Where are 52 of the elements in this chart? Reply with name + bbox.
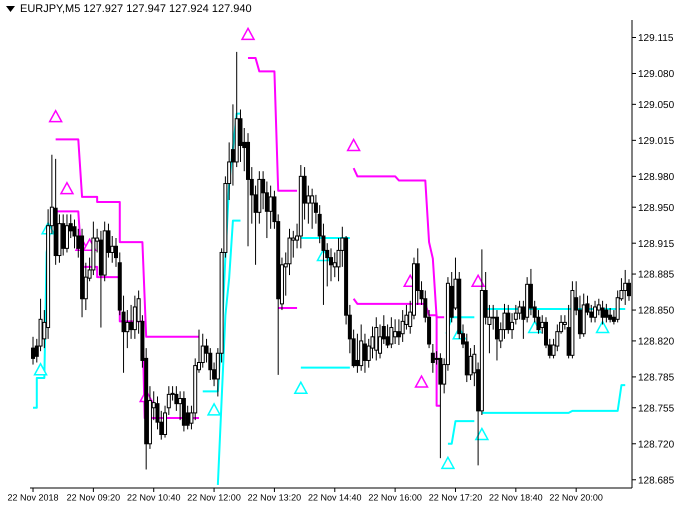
candlestick [332,252,337,278]
candlestick [593,300,598,323]
candlestick [393,318,398,344]
x-tick-label: 22 Nov 10:40 [126,492,180,502]
x-tick-label: 22 Nov 16:00 [368,492,422,502]
y-tick-label: 128.685 [638,475,675,486]
y-tick-label: 128.980 [638,172,675,183]
y-tick-label: 128.720 [638,439,675,450]
point [346,138,360,152]
candlestick [604,303,608,323]
candlestick [31,336,36,366]
y-tick-label: 128.755 [638,403,675,414]
x-tick-label: 22 Nov 2018 [7,492,59,502]
y-tick-label: 128.915 [638,238,675,250]
y-tick-label: 128.850 [638,306,675,317]
point [475,428,489,440]
candlestick [374,316,378,361]
y-tick-label: 128.950 [638,202,675,214]
x-tick-label: 22 Nov 09:20 [66,492,120,502]
candlestick [268,185,273,230]
y-tick-label: 128.885 [638,270,675,281]
point [241,28,255,40]
chart-title: EURJPY,M5 127.927 127.947 127.924 127.940 [20,3,252,15]
candlestick [389,316,394,349]
x-tick-label: 22 Nov 20:00 [549,492,603,502]
candlestick [64,214,69,253]
x-tick-label: 22 Nov 14:40 [308,492,362,502]
y-tick-label: 128.820 [638,336,675,348]
point [48,110,62,122]
y-tick-label: 128.785 [638,372,675,384]
candlestick [608,308,612,323]
point [294,381,308,394]
y-tick-label: 129.080 [638,69,675,80]
point [207,403,221,416]
x-tick-label: 22 Nov 17:20 [428,492,482,502]
candlestick [600,300,605,325]
point [414,375,428,388]
candlestick [129,304,134,340]
point [34,362,48,376]
x-tick-label: 22 Nov 13:20 [248,492,302,502]
candlestick [310,188,314,230]
point [60,182,74,194]
point [596,320,610,334]
point [471,274,485,288]
candlestick [623,269,628,306]
point [441,456,455,470]
y-tick-label: 129.015 [638,136,675,147]
y-tick-label: 129.050 [638,100,675,111]
x-tick-label: 22 Nov 12:00 [187,492,241,502]
candlestick [362,333,367,374]
x-tick-label: 22 Nov 18:40 [489,492,543,502]
y-tick-label: 129.115 [638,33,674,44]
